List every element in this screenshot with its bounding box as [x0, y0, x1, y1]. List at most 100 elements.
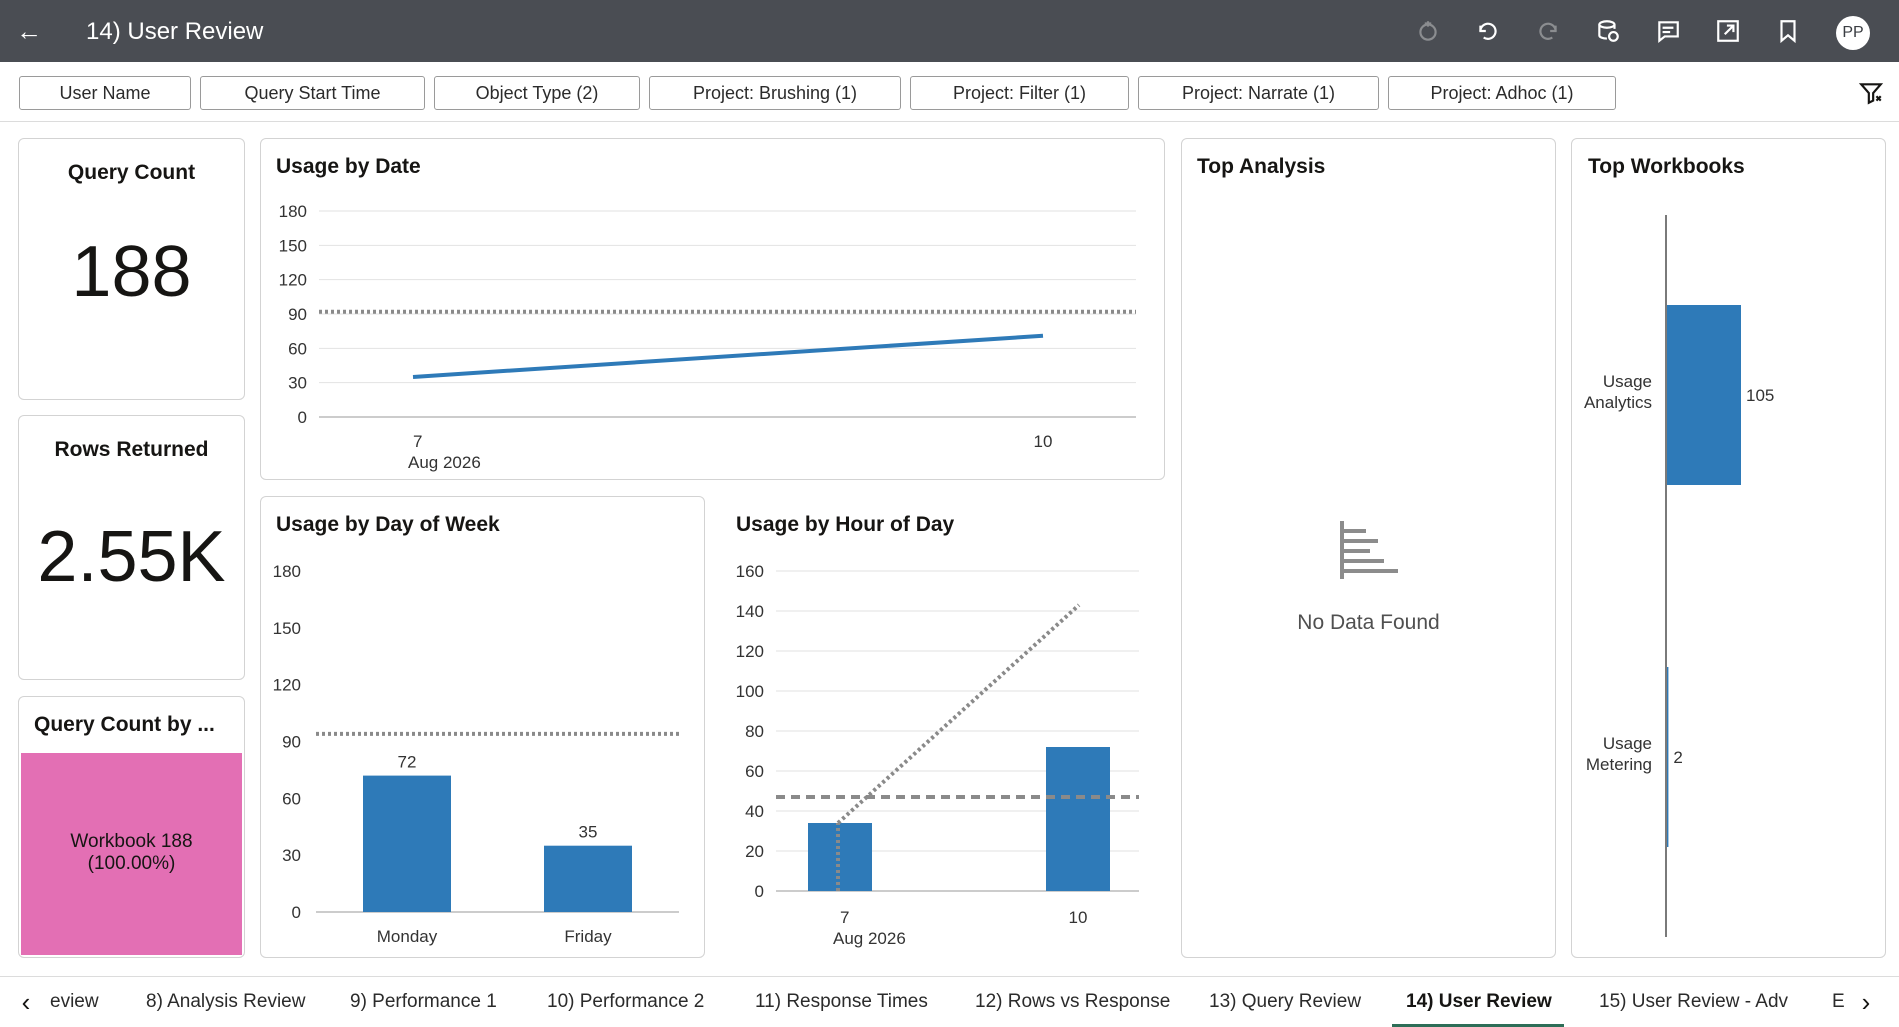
y-tick-label: 30	[282, 846, 301, 865]
treemap-label-line2: (100.00%)	[87, 853, 176, 874]
tab-analysis-review[interactable]: 8) Analysis Review	[146, 991, 306, 1012]
query-count-value: 188	[71, 232, 192, 312]
filter-chip-object-type[interactable]: Object Type (2)	[434, 76, 640, 110]
category-label: Usage	[1603, 372, 1652, 391]
data-refresh-icon[interactable]	[1594, 18, 1622, 46]
usage-by-dow-panel: Usage by Day of Week 180 150 120 90 60 30 0 72 M…	[260, 496, 705, 958]
filter-chip-project-filter[interactable]: Project: Filter (1)	[910, 76, 1129, 110]
x-tick-label: 7	[840, 908, 849, 927]
user-avatar[interactable]: PP	[1836, 16, 1870, 50]
back-arrow-icon[interactable]: ←	[16, 16, 42, 46]
bookmark-icon[interactable]	[1774, 18, 1802, 46]
tab-performance-2[interactable]: 10) Performance 2	[547, 991, 705, 1012]
category-label: Analytics	[1584, 393, 1652, 412]
data-label: 105	[1746, 386, 1774, 405]
y-tick-label: 160	[736, 562, 764, 581]
top-analysis-title: Top Analysis	[1197, 155, 1326, 178]
y-tick-label: 60	[282, 789, 301, 808]
series-line	[412, 333, 1044, 379]
filter-chip-user-name[interactable]: User Name	[19, 76, 191, 110]
no-data-text: No Data Found	[1297, 611, 1440, 634]
page-title: 14) User Review	[86, 18, 264, 45]
tab-user-review[interactable]: 14) User Review	[1406, 991, 1552, 1012]
top-workbooks-title: Top Workbooks	[1588, 155, 1745, 178]
comments-icon[interactable]	[1654, 18, 1682, 46]
filter-bar: User Name Query Start Time Object Type (…	[0, 62, 1899, 122]
y-tick-label: 140	[736, 602, 764, 621]
query-count-panel: Query Count 188	[18, 138, 245, 400]
y-tick-label: 120	[273, 676, 301, 695]
app-header: ← 14) User Review PP	[0, 0, 1899, 62]
trend-line	[836, 603, 1081, 825]
y-tick-label: 150	[273, 619, 301, 638]
tabs-scroll-left-icon[interactable]: ‹	[21, 987, 31, 1017]
data-label: 72	[398, 753, 417, 772]
data-label: 35	[579, 823, 598, 842]
category-label: Metering	[1586, 755, 1652, 774]
y-tick-label: 0	[298, 408, 307, 427]
x-sublabel: Aug 2026	[833, 929, 906, 948]
bar-friday	[544, 845, 632, 912]
query-count-by-panel: Query Count by ... Workbook 188 (100.00%…	[18, 696, 245, 958]
filter-chip-query-start-time[interactable]: Query Start Time	[200, 76, 425, 110]
canvas-tab-bar: ‹ eview 8) Analysis Review 9) Performanc…	[0, 976, 1899, 1027]
y-tick-label: 60	[745, 762, 764, 781]
redo-icon[interactable]	[1534, 18, 1562, 46]
filter-chip-project-narrate[interactable]: Project: Narrate (1)	[1138, 76, 1379, 110]
filter-chip-project-brushing[interactable]: Project: Brushing (1)	[649, 76, 901, 110]
tab-query-review[interactable]: 13) Query Review	[1209, 991, 1362, 1012]
y-tick-label: 180	[273, 562, 301, 581]
rows-returned-panel: Rows Returned 2.55K	[18, 415, 245, 680]
top-analysis-panel: Top Analysis No Data Found	[1181, 138, 1556, 958]
export-icon[interactable]	[1714, 18, 1742, 46]
y-tick-label: 0	[755, 882, 764, 901]
bar-monday	[363, 775, 451, 912]
x-sublabel: Aug 2026	[408, 453, 481, 472]
usage-by-date-panel: Usage by Date 180 150 120 90 60 30 0 7 10 Aug 202…	[260, 138, 1165, 480]
undo-icon[interactable]	[1474, 18, 1502, 46]
treemap-cell-workbook[interactable]: Workbook 188 (100.00%)	[21, 753, 242, 955]
y-tick-label: 100	[736, 682, 764, 701]
filter-chip-project-adhoc[interactable]: Project: Adhoc (1)	[1388, 76, 1616, 110]
rows-returned-title: Rows Returned	[54, 438, 209, 461]
x-tick-label: 7	[413, 432, 422, 451]
treemap-label-line1: Workbook 188	[70, 831, 193, 852]
y-tick-label: 60	[288, 339, 307, 358]
usage-by-dow-title: Usage by Day of Week	[276, 513, 500, 536]
query-count-by-title: Query Count by ...	[34, 713, 215, 736]
usage-by-hour-panel: Usage by Hour of Day 160 140 120 100 80 60 40 2…	[720, 496, 1165, 958]
category-label: Usage	[1603, 734, 1652, 753]
y-tick-label: 90	[282, 733, 301, 752]
tab-response-times[interactable]: 11) Response Times	[755, 991, 928, 1012]
tab-overflow[interactable]: E	[1832, 991, 1845, 1012]
x-tick-label: 10	[1034, 432, 1053, 451]
y-tick-label: 90	[288, 305, 307, 324]
bar-workbook-0	[1667, 305, 1741, 485]
y-tick-label: 0	[292, 903, 301, 922]
usage-by-dow-chart: 180 150 120 90 60 30 0 72 Monday 35 Friday	[273, 562, 679, 946]
top-workbooks-chart: 105 Usage Analytics 2 Usage Metering	[1584, 215, 1774, 937]
data-label: 2	[1673, 748, 1682, 767]
no-data-chart-icon	[1340, 521, 1398, 579]
bar-hour-7	[808, 823, 872, 891]
refresh-icon[interactable]	[1414, 18, 1442, 46]
tab-user-review-adv[interactable]: 15) User Review - Adv	[1599, 991, 1789, 1012]
usage-by-hour-chart: 160 140 120 100 80 60 40 20 0 7 10 Aug 2026	[736, 562, 1139, 948]
y-tick-label: 120	[736, 642, 764, 661]
tab-performance-1[interactable]: 9) Performance 1	[350, 991, 497, 1012]
rows-returned-value: 2.55K	[37, 517, 226, 597]
usage-by-hour-title: Usage by Hour of Day	[736, 513, 955, 536]
y-tick-label: 30	[288, 374, 307, 393]
y-tick-label: 80	[745, 722, 764, 741]
y-tick-label: 20	[745, 842, 764, 861]
active-tab-indicator	[1392, 1024, 1564, 1027]
usage-by-date-title: Usage by Date	[276, 155, 421, 178]
y-tick-label: 120	[279, 271, 307, 290]
filter-icon[interactable]	[1858, 80, 1884, 106]
y-tick-label: 180	[279, 202, 307, 221]
y-tick-label: 40	[745, 802, 764, 821]
bar-hour-10	[1046, 747, 1110, 891]
tabs-scroll-right-icon[interactable]: ›	[1861, 987, 1871, 1017]
tab-user-review-prev[interactable]: eview	[50, 991, 99, 1012]
tab-rows-vs-response[interactable]: 12) Rows vs Response	[975, 991, 1171, 1012]
